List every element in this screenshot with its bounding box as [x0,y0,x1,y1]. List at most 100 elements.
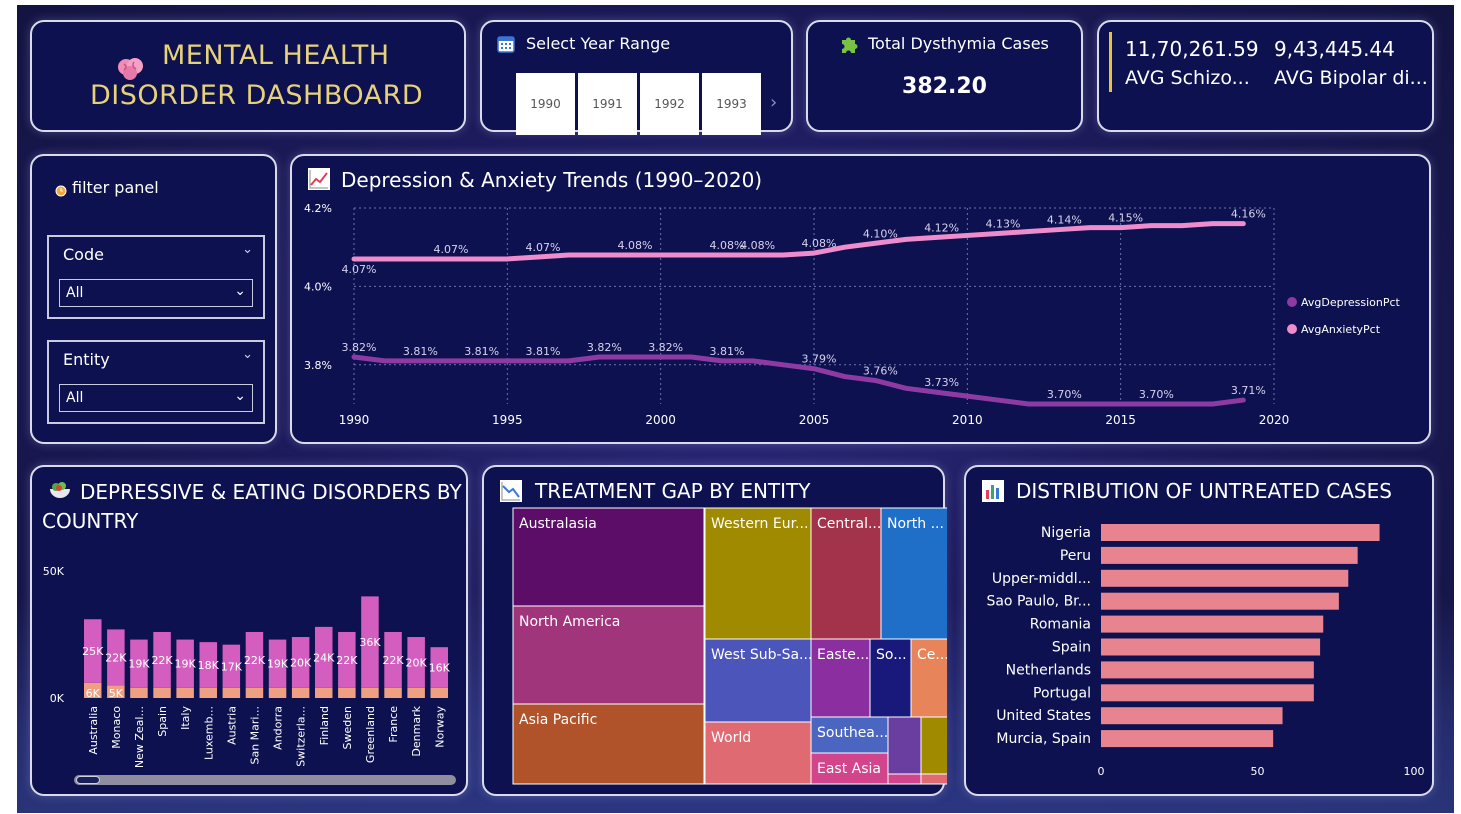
data-label: 4.08% [740,239,775,252]
bar-value-label: 19K [267,658,289,671]
kpi-schizo-value: 11,70,261.59 [1125,37,1259,61]
data-label: 3.81% [710,345,745,358]
treemap-tile-label: Easte... [817,647,869,663]
dashboard-title-line1: MENTAL HEALTH [162,40,390,71]
bar [1101,684,1314,702]
data-label: 4.16% [1231,208,1266,221]
scrollbar-thumb[interactable] [76,776,100,784]
trend-line-chart: 4.2% 4.0% 3.8% 1990 1995 2000 2005 2010 2015 2020… [304,202,1400,427]
dysthymia-value: 382.20 [902,74,987,99]
year-option-1991[interactable]: 1991 [578,73,637,135]
bar-segment [407,637,425,688]
treemap-tile [880,507,947,640]
header-card: MENTAL HEALTH DISORDER DASHBOARD [30,20,466,132]
bar-segment [130,687,148,698]
bar [1101,707,1283,725]
treemap-tile [512,703,705,785]
bar-segment [245,687,264,698]
entity-filter-label: Entity [63,350,110,369]
dashboard-canvas: MENTAL HEALTH DISORDER DASHBOARD Select … [17,5,1454,813]
x-tick-label: 2020 [1259,413,1290,427]
puzzle-icon [839,33,861,55]
treatment-gap-card: TREATMENT GAP BY ENTITY Australasia North… [482,465,947,796]
code-dropdown[interactable]: All ⌄ [59,279,253,307]
untreated-cases-bar-chart: Nigeria Peru Upper-middl... Sao Paulo, Br..… [986,524,1425,778]
bar-segment [338,631,356,688]
chevron-down-icon[interactable]: ⌄ [242,242,253,257]
chevron-down-icon[interactable]: ⌄ [242,347,253,362]
x-tick-label: Austria [225,706,238,745]
trend-chart-card: Depression & Anxiety Trends (1990–2020) … [290,154,1431,444]
bar-value-label: 16K [429,662,451,675]
bar-segment [84,619,102,683]
depressive-eating-card: DEPRESSIVE & EATING DISORDERS BY COUNTRY… [30,465,468,796]
data-label: 4.07% [342,263,377,276]
series-line-AvgDepressionPct [351,354,1246,407]
year-option-1992[interactable]: 1992 [640,73,699,135]
x-tick-label: San Mari... [248,706,261,765]
untreated-cases-card: DISTRIBUTION OF UNTREATED CASES Nigeria P… [964,465,1434,796]
treemap-tile [887,716,922,775]
treemap-tile-label: World [711,730,751,746]
year-range-slicer: Select Year Range 1990 1991 1992 1993 › [480,20,793,135]
x-tick-label: Luxemb... [202,706,215,760]
data-label: 4.12% [924,221,959,234]
bar-segment [84,682,102,698]
treemap-tile [869,638,912,718]
data-label: 3.82% [648,341,683,354]
bar-segment [430,647,448,688]
chevron-down-icon[interactable]: ⌄ [234,388,246,404]
bar-value-label: 6K [86,687,101,700]
bar-segment [176,639,194,688]
bar-segment [245,631,264,688]
treatment-gap-title: TREATMENT GAP BY ENTITY [535,479,811,503]
bar [1101,546,1358,564]
bar-segment [107,685,125,698]
treemap-tile-label: East Asia [817,761,881,777]
treemap-tile-label: Western Eur... [711,516,808,532]
dysthymia-label: Total Dysthymia Cases [868,34,1049,53]
y-category-label: Murcia, Spain [996,731,1091,747]
year-option-1990[interactable]: 1990 [516,73,575,135]
y-category-label: Nigeria [1041,525,1091,541]
x-tick-label: Norway [433,706,446,748]
depressive-eating-title: DEPRESSIVE & EATING DISORDERS BY COUNTRY [42,480,462,533]
data-label: 4.07% [434,243,469,256]
bar-value-label: 22K [244,654,266,667]
bar-value-label: 22K [105,651,127,664]
data-label: 3.70% [1139,388,1174,401]
x-tick-label: Finland [318,706,331,745]
x-tick-label: 100 [1404,765,1425,778]
legend-marker [1287,324,1297,334]
year-option-1993[interactable]: 1993 [702,73,761,135]
data-label: 4.10% [863,227,898,240]
x-tick-label: 0 [1098,765,1105,778]
bar [1101,730,1274,748]
bar-segment [199,687,217,698]
chevron-right-icon[interactable]: › [770,92,778,113]
calendar-icon [497,35,515,53]
bar-segment [222,687,241,698]
x-tick-label: Switzerla... [295,706,308,767]
chevron-down-icon[interactable]: ⌄ [234,283,246,299]
y-category-label: Portugal [1033,685,1091,701]
trend-chart-title: Depression & Anxiety Trends (1990–2020) [341,168,763,192]
y-category-label: Spain [1052,640,1091,656]
bar-value-label: 25K [82,645,104,658]
data-label: 4.13% [986,217,1021,230]
treemap-tile-label: Southea... [817,725,888,741]
bar-segment [407,687,425,698]
bar [1101,615,1324,633]
bar-segment [291,687,310,698]
salad-icon [48,479,72,501]
x-tick-label: France [387,706,400,743]
treemap-tile [887,773,922,785]
treemap-tile [704,507,812,640]
kpi-card: 11,70,261.59 AVG Schizo... 9,43,445.44 A… [1097,20,1434,132]
entity-dropdown[interactable]: All ⌄ [59,384,253,412]
bar-value-label: 20K [406,656,428,669]
x-tick-label: 2000 [645,413,676,427]
data-label: 3.73% [924,376,959,389]
x-tick-label: 2010 [952,413,983,427]
horizontal-scrollbar[interactable] [74,775,456,785]
